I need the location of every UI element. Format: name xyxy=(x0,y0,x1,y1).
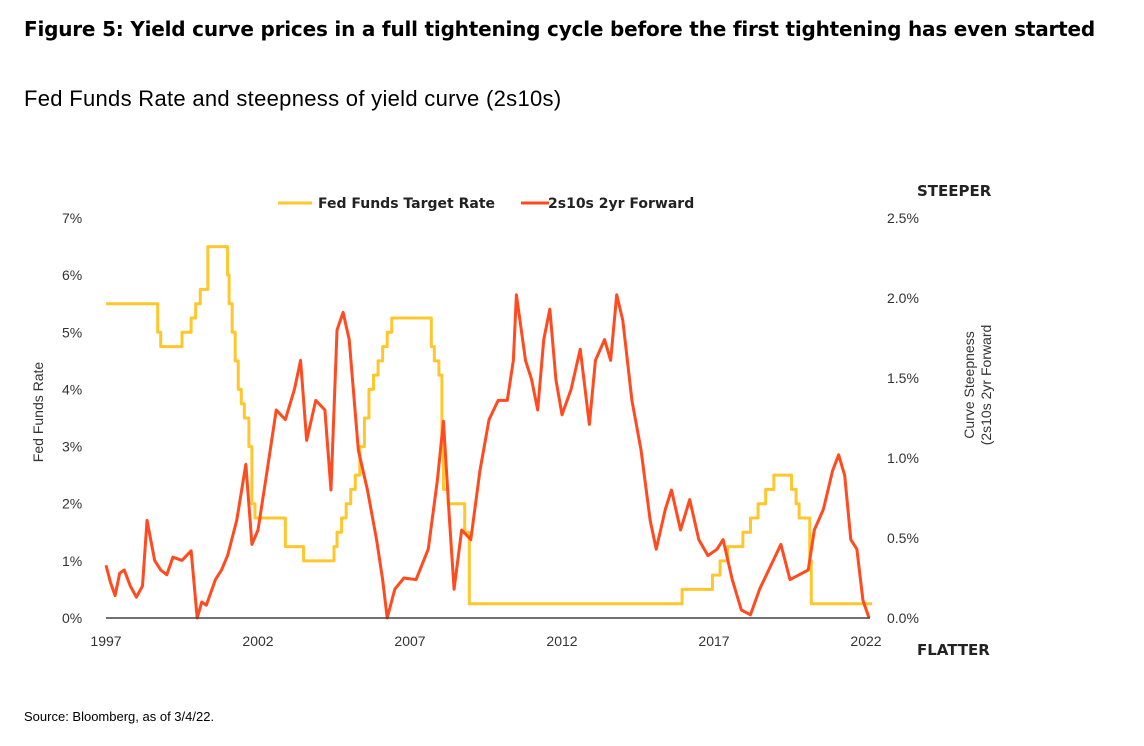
series-line-fed-funds xyxy=(106,245,873,606)
x-tick-label: 2017 xyxy=(698,633,729,649)
x-tick-label: 1997 xyxy=(90,633,121,649)
chart-title: Figure 5: Yield curve prices in a full t… xyxy=(24,17,1096,41)
x-tick-label: 2007 xyxy=(394,633,425,649)
legend: Fed Funds Target Rate 2s10s 2yr Forward xyxy=(278,196,694,212)
y-right-tick-label: 1.0% xyxy=(887,450,919,466)
y-left-tick-label: 7% xyxy=(62,210,82,226)
legend-label-fed-funds: Fed Funds Target Rate xyxy=(318,196,495,212)
y-right-tick-label: 1.5% xyxy=(887,370,919,386)
y-right-tick-label: 2.5% xyxy=(887,210,919,226)
annotation-flatter: FLATTER xyxy=(917,641,990,659)
chart-subtitle: Fed Funds Rate and steepness of yield cu… xyxy=(24,86,562,111)
source-note: Source: Bloomberg, as of 3/4/22. xyxy=(24,709,215,724)
y-left-tick-label: 3% xyxy=(62,439,82,455)
x-tick-label: 2002 xyxy=(242,633,273,649)
y-left-tick-label: 6% xyxy=(62,267,82,283)
x-tick-label: 2022 xyxy=(850,633,881,649)
annotation-steeper: STEEPER xyxy=(917,182,992,200)
series-line-2s10s xyxy=(104,293,871,620)
y-right-axis-label-line1: Curve Steepness xyxy=(961,331,977,438)
legend-label-2s10s: 2s10s 2yr Forward xyxy=(548,196,694,212)
x-tick-label: 2012 xyxy=(546,633,577,649)
y-right-tick-label: 0.0% xyxy=(887,610,919,626)
y-right-axis-label-line2: (2s10s 2yr Forward xyxy=(978,325,994,446)
y-left-tick-label: 0% xyxy=(62,610,82,626)
y-left-tick-label: 5% xyxy=(62,324,82,340)
y-left-axis-label: Fed Funds Rate xyxy=(30,362,46,463)
y-right-tick-label: 0.5% xyxy=(887,530,919,546)
y-left-tick-label: 1% xyxy=(62,553,82,569)
y-right-tick-label: 2.0% xyxy=(887,290,919,306)
y-left-tick-label: 2% xyxy=(62,496,82,512)
y-left-tick-label: 4% xyxy=(62,381,82,397)
